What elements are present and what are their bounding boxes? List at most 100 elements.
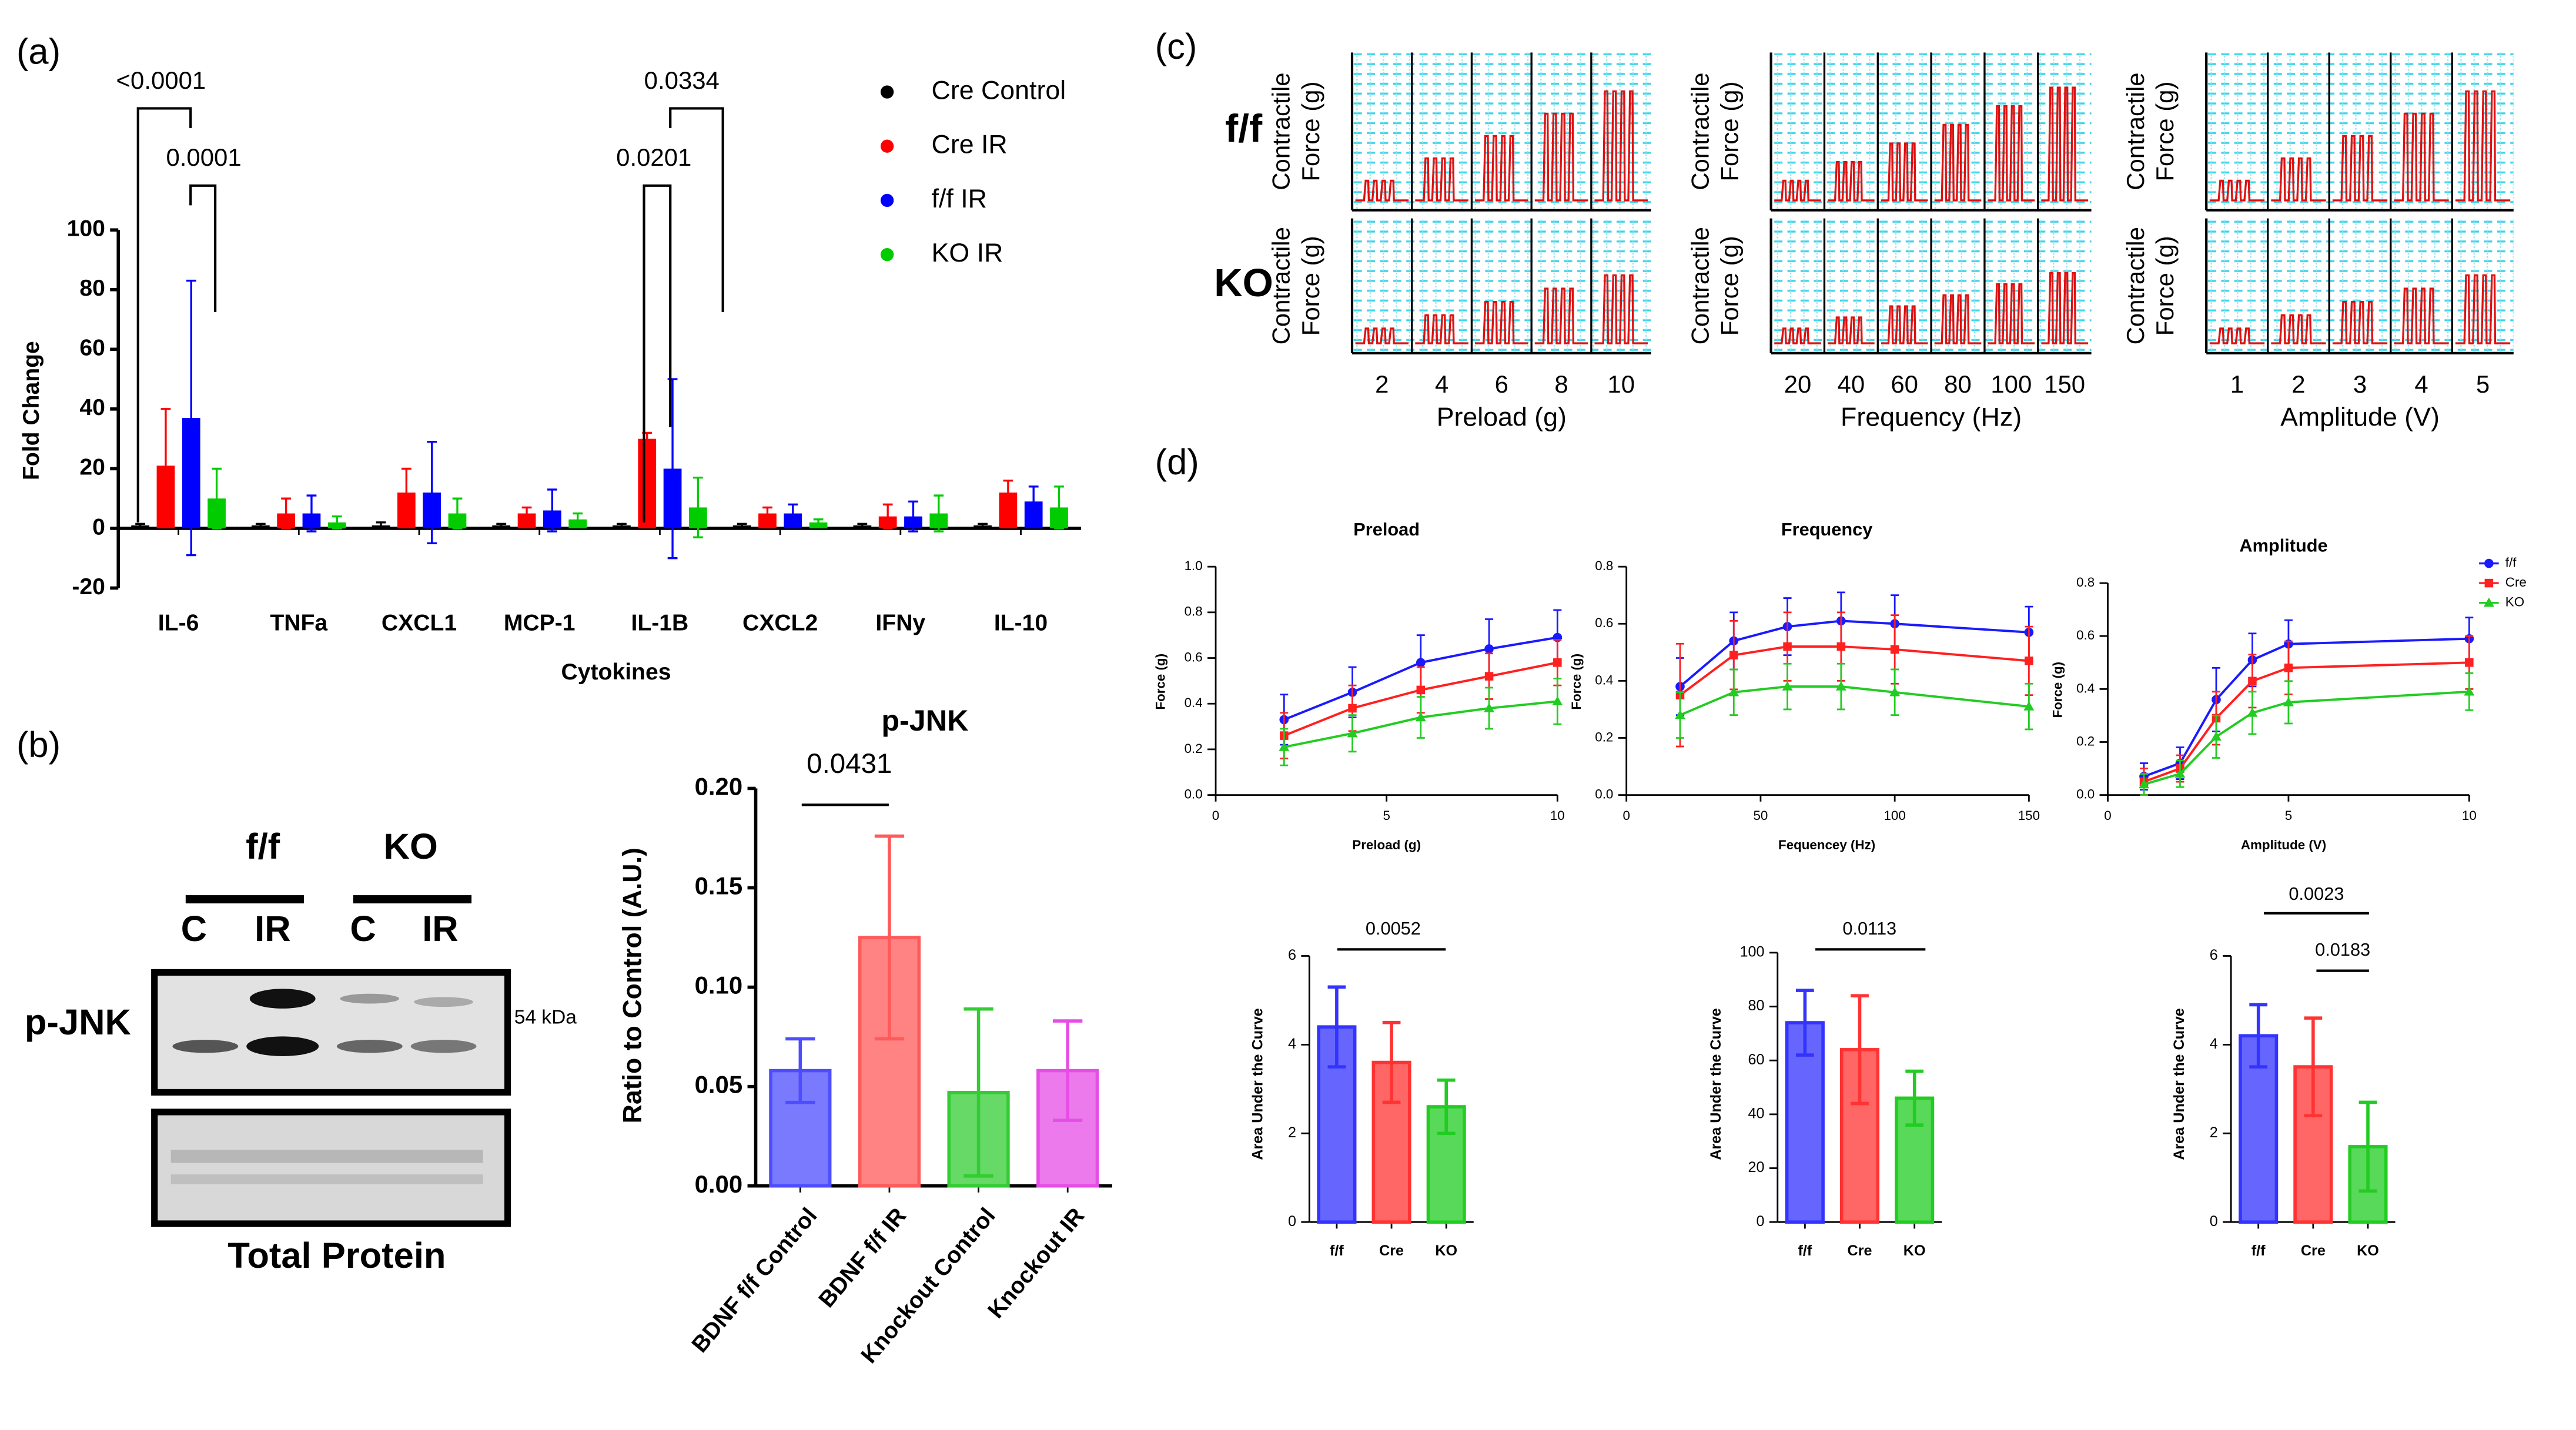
legend-marker: [2484, 558, 2494, 568]
error-bar: [186, 279, 196, 557]
x-axis-label: Frequency (Hz): [1841, 403, 2022, 431]
error-bar: [1905, 1069, 1924, 1127]
error-bar: [2249, 1003, 2268, 1069]
x-tick-label: 2: [2291, 370, 2305, 398]
legend-marker: [2483, 597, 2494, 607]
x-tick-label: 10: [2462, 808, 2477, 823]
x-tick-label: CXCL2: [742, 610, 818, 635]
x-tick-label: TNFa: [270, 610, 327, 635]
x-tick-label: 50: [1753, 808, 1768, 823]
legend-marker: [2484, 578, 2494, 588]
chart: 0.00 0.05 0.10 0.15 0.20 BDNF f/f ControlBDNF…: [618, 704, 1112, 1368]
y-tick-label: 0.8: [2076, 575, 2095, 590]
marker: [1889, 686, 1901, 696]
x-tick-label: 150: [2044, 370, 2085, 398]
x-tick-label: 20: [1784, 370, 1812, 398]
error-bar: [1003, 480, 1013, 505]
y-tick-label: 0.4: [1595, 672, 1613, 687]
band: [410, 1039, 477, 1053]
trace: [2209, 179, 2265, 202]
marker: [1484, 672, 1494, 681]
marker: [1348, 704, 1357, 713]
x-axis-label: Preload (g): [1437, 403, 1567, 431]
x-tick-label: Cre: [1379, 1243, 1404, 1259]
y-tick-label: 6: [1288, 947, 1296, 963]
marker: [1553, 658, 1562, 667]
legend-marker: [880, 85, 894, 99]
error-bar: [934, 494, 944, 533]
y-tick-label: 0.0: [1595, 787, 1613, 802]
legend-label: Cre: [2505, 575, 2527, 590]
error-bar: [160, 408, 171, 524]
y-axis-label: Force (g): [1716, 236, 1744, 336]
error-bar: [427, 441, 437, 544]
line: [2143, 637, 2470, 778]
error-bar: [496, 523, 507, 528]
error-bar: [306, 494, 317, 533]
marker: [1782, 681, 1793, 691]
error-bar: [874, 834, 905, 1041]
x-tick-label: MCP-1: [504, 610, 576, 635]
legend-label: KO IR: [932, 239, 1003, 267]
error-bar: [332, 515, 342, 530]
y-tick-label: 0: [92, 514, 105, 540]
chart: 0.0 0.2 0.4 0.6 0.8 0 5 10 f/f Cre KO Amplitude Forc…: [2050, 535, 2527, 852]
significance-bracket: [136, 107, 192, 523]
error-bar: [1054, 485, 1064, 530]
y-tick-label: 0.00: [695, 1170, 743, 1198]
y-tick-label: 2: [1288, 1124, 1296, 1141]
error-bar: [692, 476, 703, 538]
trace: [2271, 314, 2326, 344]
trace: [2041, 272, 2088, 344]
marker: [2247, 707, 2258, 717]
trace: [1415, 314, 1468, 344]
y-tick-label: 20: [79, 455, 105, 480]
error-bar: [573, 512, 583, 527]
error-bar: [1028, 485, 1039, 518]
marker: [1675, 709, 1685, 719]
y-tick-label: 100: [1739, 944, 1764, 960]
x-tick-label: KO: [1435, 1243, 1457, 1259]
y-tick-label: 20: [1748, 1159, 1764, 1176]
y-tick-label: 0.4: [1185, 695, 1203, 710]
lane-label: IR: [255, 909, 290, 949]
chart-title: p-JNK: [881, 704, 968, 737]
band: [246, 1036, 319, 1056]
x-tick-label: IFNy: [875, 610, 925, 635]
annotation: 0.0052: [1366, 918, 1421, 939]
marker: [2283, 696, 2294, 706]
line: [1679, 619, 2029, 688]
marker: [2465, 658, 2474, 667]
trace: [2332, 135, 2388, 202]
x-tick-label: 8: [1554, 370, 1568, 398]
y-tick-label: 0.8: [1185, 604, 1203, 619]
error-bar: [1851, 994, 1869, 1106]
y-tick-label: 0: [1288, 1213, 1296, 1230]
y-tick-label: 1.0: [1185, 558, 1203, 573]
y-tick-label: 80: [79, 276, 105, 301]
trace: [1355, 179, 1409, 202]
panel-label: (b): [16, 725, 61, 765]
error-bar: [2304, 1016, 2323, 1117]
y-tick-label: 0.0: [2076, 787, 2095, 802]
y-axis-label: Force (g): [1297, 82, 1324, 182]
line: [1679, 645, 2029, 696]
y-tick-label: 4: [1288, 1036, 1296, 1052]
y-axis-label: Contractile: [1686, 227, 1714, 344]
legend-label: Cre Control: [932, 76, 1066, 105]
trace: [2332, 300, 2388, 344]
marker: [1783, 642, 1792, 651]
x-tick-label: KO: [1903, 1243, 1926, 1259]
trace: [1355, 327, 1409, 344]
line: [2143, 690, 2470, 786]
error-bar: [1382, 1020, 1401, 1104]
y-tick-label: 0.20: [695, 772, 743, 800]
trace: [1534, 287, 1588, 344]
blot: f/f KO C IR C IR p-JNK 54 kDa Total Prot…: [25, 826, 577, 1276]
chart: 0.0 0.2 0.4 0.6 0.8 0 50 100 150 Frequency Force (…: [1569, 519, 2040, 852]
row-label: KO: [1214, 261, 1273, 305]
error-bar: [212, 467, 222, 530]
y-tick-label: 0.10: [695, 972, 743, 999]
marker: [1729, 651, 1738, 659]
x-axis-label: Preload (g): [1352, 838, 1421, 852]
